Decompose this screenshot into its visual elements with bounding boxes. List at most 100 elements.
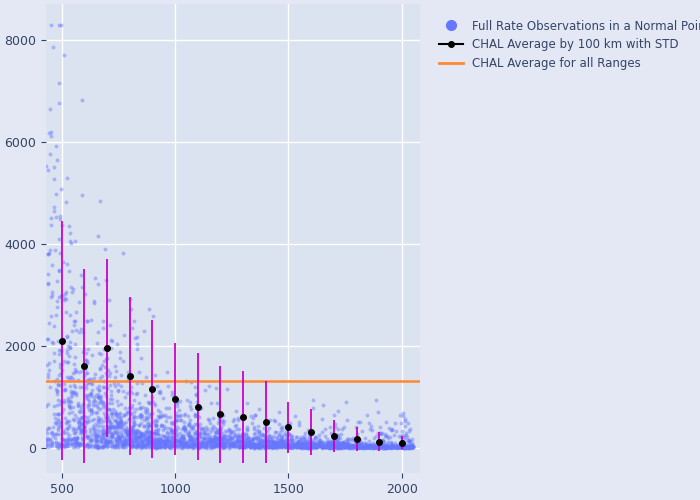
Full Rate Observations in a Normal Point bbox=[86, 443, 97, 451]
Full Rate Observations in a Normal Point bbox=[219, 443, 230, 451]
Full Rate Observations in a Normal Point bbox=[316, 415, 328, 423]
Full Rate Observations in a Normal Point bbox=[252, 441, 263, 449]
Full Rate Observations in a Normal Point bbox=[247, 436, 258, 444]
Full Rate Observations in a Normal Point bbox=[230, 437, 241, 445]
Full Rate Observations in a Normal Point bbox=[62, 439, 73, 447]
Full Rate Observations in a Normal Point bbox=[83, 442, 94, 450]
Full Rate Observations in a Normal Point bbox=[327, 444, 338, 452]
Full Rate Observations in a Normal Point bbox=[149, 442, 160, 450]
Full Rate Observations in a Normal Point bbox=[130, 438, 141, 446]
Full Rate Observations in a Normal Point bbox=[402, 418, 414, 426]
Full Rate Observations in a Normal Point bbox=[113, 386, 124, 394]
Full Rate Observations in a Normal Point bbox=[41, 362, 52, 370]
Full Rate Observations in a Normal Point bbox=[189, 435, 200, 443]
Full Rate Observations in a Normal Point bbox=[248, 440, 260, 448]
Full Rate Observations in a Normal Point bbox=[118, 388, 129, 396]
Full Rate Observations in a Normal Point bbox=[164, 437, 176, 445]
Full Rate Observations in a Normal Point bbox=[155, 413, 166, 421]
Full Rate Observations in a Normal Point bbox=[225, 437, 236, 445]
Full Rate Observations in a Normal Point bbox=[86, 380, 97, 388]
Full Rate Observations in a Normal Point bbox=[112, 430, 123, 438]
Full Rate Observations in a Normal Point bbox=[355, 444, 366, 452]
Full Rate Observations in a Normal Point bbox=[128, 431, 139, 439]
Full Rate Observations in a Normal Point bbox=[137, 431, 148, 439]
Full Rate Observations in a Normal Point bbox=[358, 442, 370, 450]
Full Rate Observations in a Normal Point bbox=[184, 402, 195, 410]
Full Rate Observations in a Normal Point bbox=[221, 436, 232, 444]
Full Rate Observations in a Normal Point bbox=[94, 382, 105, 390]
Full Rate Observations in a Normal Point bbox=[232, 443, 244, 451]
Full Rate Observations in a Normal Point bbox=[165, 439, 176, 447]
Full Rate Observations in a Normal Point bbox=[323, 439, 334, 447]
Full Rate Observations in a Normal Point bbox=[325, 442, 336, 450]
Full Rate Observations in a Normal Point bbox=[98, 442, 109, 450]
Full Rate Observations in a Normal Point bbox=[253, 441, 265, 449]
Full Rate Observations in a Normal Point bbox=[211, 384, 222, 392]
Full Rate Observations in a Normal Point bbox=[272, 440, 283, 448]
Full Rate Observations in a Normal Point bbox=[169, 426, 181, 434]
Full Rate Observations in a Normal Point bbox=[362, 411, 373, 419]
Full Rate Observations in a Normal Point bbox=[251, 437, 262, 445]
Full Rate Observations in a Normal Point bbox=[190, 420, 201, 428]
Full Rate Observations in a Normal Point bbox=[293, 441, 304, 449]
Full Rate Observations in a Normal Point bbox=[405, 443, 416, 451]
Full Rate Observations in a Normal Point bbox=[187, 442, 198, 450]
Full Rate Observations in a Normal Point bbox=[95, 392, 106, 400]
Full Rate Observations in a Normal Point bbox=[51, 420, 62, 428]
Full Rate Observations in a Normal Point bbox=[386, 442, 398, 450]
Full Rate Observations in a Normal Point bbox=[80, 428, 91, 436]
Full Rate Observations in a Normal Point bbox=[143, 434, 154, 442]
Full Rate Observations in a Normal Point bbox=[144, 434, 155, 442]
Full Rate Observations in a Normal Point bbox=[359, 444, 370, 452]
Full Rate Observations in a Normal Point bbox=[148, 430, 159, 438]
Full Rate Observations in a Normal Point bbox=[135, 430, 146, 438]
Full Rate Observations in a Normal Point bbox=[397, 442, 408, 450]
Full Rate Observations in a Normal Point bbox=[374, 440, 385, 448]
Full Rate Observations in a Normal Point bbox=[113, 410, 125, 418]
Full Rate Observations in a Normal Point bbox=[90, 441, 101, 449]
Full Rate Observations in a Normal Point bbox=[293, 442, 304, 450]
Full Rate Observations in a Normal Point bbox=[228, 416, 239, 424]
Full Rate Observations in a Normal Point bbox=[195, 428, 206, 436]
Full Rate Observations in a Normal Point bbox=[180, 442, 191, 450]
Full Rate Observations in a Normal Point bbox=[101, 428, 112, 436]
Full Rate Observations in a Normal Point bbox=[69, 412, 80, 420]
Full Rate Observations in a Normal Point bbox=[145, 438, 156, 446]
Full Rate Observations in a Normal Point bbox=[115, 382, 126, 390]
Full Rate Observations in a Normal Point bbox=[183, 432, 195, 440]
Full Rate Observations in a Normal Point bbox=[83, 442, 94, 450]
Full Rate Observations in a Normal Point bbox=[206, 442, 217, 450]
Full Rate Observations in a Normal Point bbox=[234, 432, 246, 440]
Full Rate Observations in a Normal Point bbox=[349, 436, 360, 444]
Full Rate Observations in a Normal Point bbox=[146, 434, 157, 442]
Full Rate Observations in a Normal Point bbox=[112, 387, 123, 395]
Full Rate Observations in a Normal Point bbox=[104, 296, 115, 304]
Full Rate Observations in a Normal Point bbox=[66, 391, 78, 399]
Full Rate Observations in a Normal Point bbox=[130, 437, 141, 445]
Full Rate Observations in a Normal Point bbox=[190, 439, 201, 447]
Full Rate Observations in a Normal Point bbox=[218, 440, 230, 448]
Full Rate Observations in a Normal Point bbox=[314, 434, 325, 442]
Full Rate Observations in a Normal Point bbox=[57, 291, 68, 299]
Full Rate Observations in a Normal Point bbox=[113, 434, 124, 442]
Full Rate Observations in a Normal Point bbox=[107, 430, 118, 438]
Full Rate Observations in a Normal Point bbox=[99, 440, 111, 448]
Full Rate Observations in a Normal Point bbox=[398, 412, 409, 420]
Full Rate Observations in a Normal Point bbox=[389, 444, 400, 452]
Full Rate Observations in a Normal Point bbox=[44, 104, 55, 112]
Full Rate Observations in a Normal Point bbox=[379, 442, 390, 450]
Full Rate Observations in a Normal Point bbox=[372, 444, 384, 452]
Full Rate Observations in a Normal Point bbox=[124, 426, 135, 434]
Full Rate Observations in a Normal Point bbox=[85, 410, 97, 418]
Full Rate Observations in a Normal Point bbox=[247, 434, 258, 442]
Full Rate Observations in a Normal Point bbox=[330, 442, 342, 450]
Full Rate Observations in a Normal Point bbox=[99, 356, 110, 364]
Full Rate Observations in a Normal Point bbox=[313, 441, 324, 449]
Full Rate Observations in a Normal Point bbox=[119, 426, 130, 434]
Full Rate Observations in a Normal Point bbox=[46, 291, 57, 299]
Full Rate Observations in a Normal Point bbox=[266, 443, 277, 451]
Full Rate Observations in a Normal Point bbox=[81, 440, 92, 448]
Full Rate Observations in a Normal Point bbox=[360, 442, 372, 450]
Full Rate Observations in a Normal Point bbox=[207, 442, 218, 450]
Full Rate Observations in a Normal Point bbox=[97, 444, 108, 452]
